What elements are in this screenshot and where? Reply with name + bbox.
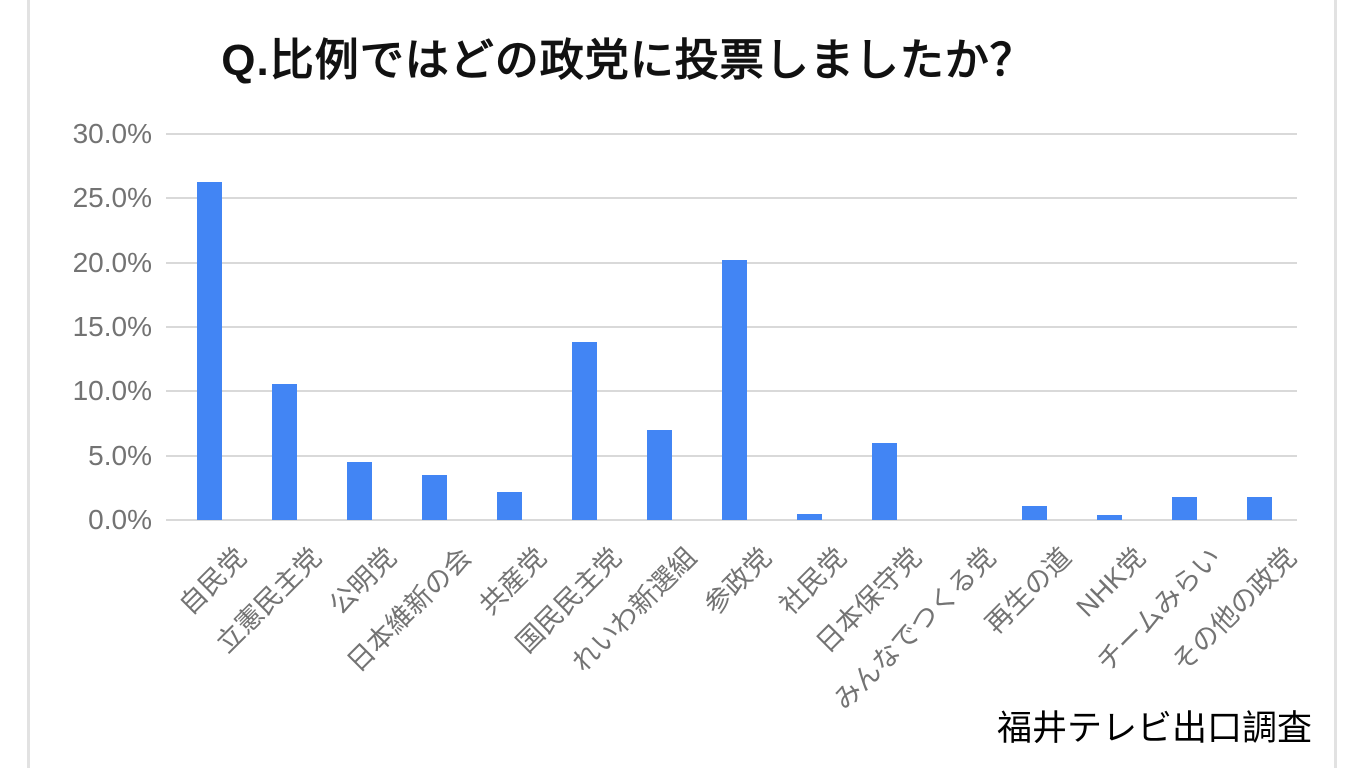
bar bbox=[1247, 497, 1272, 520]
bar bbox=[197, 182, 222, 520]
x-axis-label: 参政党 bbox=[698, 541, 777, 621]
y-axis-tick-label: 25.0% bbox=[72, 182, 152, 214]
gridline bbox=[166, 133, 1297, 135]
bar bbox=[272, 384, 297, 520]
bar bbox=[347, 462, 372, 520]
gridline bbox=[166, 197, 1297, 200]
bar bbox=[797, 514, 822, 520]
bar bbox=[1172, 497, 1197, 520]
y-axis-tick-label: 15.0% bbox=[72, 311, 152, 342]
y-axis-tick-label: 0.0% bbox=[88, 504, 152, 535]
image-border-right bbox=[1334, 0, 1337, 768]
image-border-left bbox=[27, 0, 30, 768]
y-axis-tick-label: 10.0% bbox=[72, 375, 152, 407]
bar bbox=[572, 342, 597, 520]
bar bbox=[497, 492, 522, 520]
bar bbox=[422, 475, 447, 520]
bar bbox=[722, 260, 747, 520]
bar bbox=[647, 430, 672, 520]
source-caption: 福井テレビ出口調査 bbox=[996, 709, 1312, 748]
bar bbox=[872, 443, 897, 520]
y-axis-tick-label: 20.0% bbox=[72, 246, 152, 278]
bar bbox=[1022, 506, 1047, 520]
y-axis-tick-label: 5.0% bbox=[88, 439, 152, 471]
y-axis-tick-label: 30.0% bbox=[72, 118, 152, 149]
gridline bbox=[166, 519, 1297, 521]
bar bbox=[1097, 515, 1122, 520]
chart-title: Q.比例ではどの政党に投票しましたか？ bbox=[221, 36, 1035, 85]
